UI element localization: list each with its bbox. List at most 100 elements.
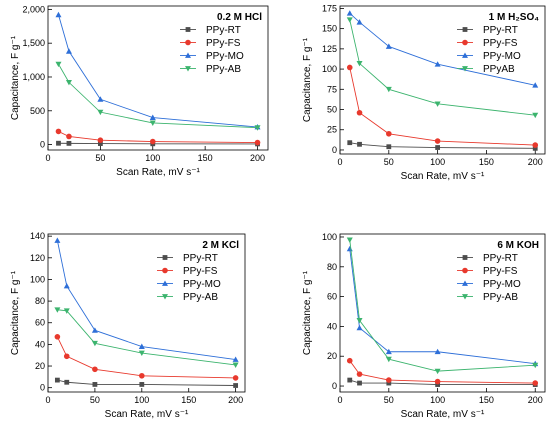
data-point-ppy-fs <box>434 138 441 144</box>
y-tick-label: 60 <box>35 318 45 328</box>
legend-label-ppy-fs: PPy-FS <box>483 38 518 49</box>
x-tick-label: 0 <box>337 395 342 405</box>
legend-marker <box>462 267 468 274</box>
y-tick-label: 0 <box>332 381 337 391</box>
data-point-ppy-rt <box>357 380 362 386</box>
data-point-ppyab <box>356 61 363 67</box>
x-tick-label: 150 <box>479 395 494 405</box>
data-point-ppy-ab <box>54 307 61 313</box>
data-point-ppy-ab <box>385 356 392 363</box>
y-tick-label: 100 <box>30 274 45 284</box>
data-point-ppyab <box>385 86 392 93</box>
data-point-ppy-rt <box>97 141 103 146</box>
data-point-ppy-rt <box>532 145 538 151</box>
y-tick-label: 40 <box>327 321 337 331</box>
data-point-ppy-fs <box>386 130 392 137</box>
y-tick-label: 175 <box>322 3 337 13</box>
data-point-ppy-fs <box>346 64 353 71</box>
data-point-ppy-fs <box>54 334 61 340</box>
y-axis-label: Capacitance, F g⁻¹ <box>10 270 21 355</box>
data-point-ppy-rt <box>386 144 392 150</box>
y-axis-label: Capacitance, F g⁻¹ <box>10 35 21 120</box>
legend-marker <box>462 280 468 286</box>
data-point-ppy-rt <box>347 377 353 383</box>
data-point-ppyab <box>346 17 353 23</box>
data-point-ppy-fs <box>386 377 392 383</box>
y-tick-label: 60 <box>327 292 337 302</box>
data-point-ppy-mo <box>346 10 353 16</box>
data-point-ppy-fs <box>149 138 156 145</box>
y-axis-label: Capacitance, F g⁻¹ <box>302 37 313 122</box>
y-tick-label: 75 <box>327 84 337 94</box>
x-tick-label: 50 <box>384 157 394 167</box>
data-point-ppy-ab <box>356 318 363 324</box>
x-axis-label: Scan Rate, mV s⁻¹ <box>401 171 485 182</box>
legend-marker <box>162 280 168 286</box>
data-point-ppy-mo <box>232 356 239 362</box>
data-point-ppy-mo <box>356 324 363 331</box>
legend-label-ppy-rt: PPy-RT <box>483 253 518 264</box>
y-tick-label: 50 <box>327 105 337 115</box>
x-tick-label: 200 <box>228 395 243 405</box>
y-tick-label: 1,000 <box>22 72 45 82</box>
legend-marker <box>462 255 468 260</box>
data-point-ppy-mo <box>91 327 98 333</box>
data-point-ppy-ab <box>97 109 104 116</box>
data-point-ppy-mo <box>434 348 441 355</box>
legend-label-ppyab: PPyAB <box>483 64 515 75</box>
series-line-ppy-rt <box>57 379 236 386</box>
x-tick-label: 50 <box>95 153 105 163</box>
legend-label-ppy-mo: PPy-MO <box>483 279 521 290</box>
data-point-ppy-rt <box>435 382 441 387</box>
x-tick-label: 200 <box>250 153 265 163</box>
data-point-ppy-mo <box>356 19 363 25</box>
legend-label-ppy-fs: PPy-FS <box>483 266 518 277</box>
data-point-ppy-fs <box>254 139 261 146</box>
y-tick-label: 80 <box>327 262 337 272</box>
data-point-ppyab <box>532 112 539 119</box>
series-line-ppy-fs <box>349 360 536 384</box>
y-tick-label: 100 <box>322 64 337 74</box>
chart-panel-1: 0 50 100 150 200 0 500 1,000 1,500 2,000 Scan Rate… <box>10 4 269 178</box>
x-tick-label: 0 <box>45 395 50 405</box>
data-point-ppy-ab <box>138 350 145 357</box>
data-point-ppy-mo <box>63 282 70 289</box>
x-tick-label: 100 <box>145 153 160 163</box>
legend-label-ppy-rt: PPy-RT <box>206 25 241 36</box>
legend-marker <box>185 52 191 58</box>
y-tick-label: 20 <box>35 361 45 371</box>
data-point-ppy-mo <box>346 245 353 252</box>
data-point-ppy-rt <box>435 145 441 150</box>
chart-panel-4: 0 50 100 150 200 0 20 40 60 80 100 Scan Rate, mV s⁻… <box>302 232 546 420</box>
data-point-ppy-ab <box>149 120 156 126</box>
legend-label-ppy-fs: PPy-FS <box>183 266 218 277</box>
y-tick-label: 25 <box>327 125 337 135</box>
legend-label-ppy-mo: PPy-MO <box>483 51 521 62</box>
y-tick-label: 80 <box>35 296 45 306</box>
data-point-ppy-rt <box>233 383 239 388</box>
legend-marker <box>462 39 468 46</box>
legend-label-ppy-ab: PPy-AB <box>206 64 241 75</box>
data-point-ppy-fs <box>63 353 70 360</box>
data-point-ppy-mo <box>65 48 72 54</box>
legend-marker <box>462 52 468 58</box>
y-tick-label: 0 <box>332 145 337 155</box>
data-point-ppy-rt <box>386 380 392 386</box>
data-point-ppy-rt <box>347 140 353 146</box>
legend-marker <box>185 66 191 72</box>
y-tick-label: 120 <box>30 253 45 263</box>
x-axis-label: Scan Rate, mV s⁻¹ <box>401 409 485 420</box>
data-point-ppy-fs <box>356 371 363 377</box>
data-point-ppy-fs <box>66 133 72 140</box>
data-point-ppy-mo <box>138 343 145 349</box>
y-tick-label: 2,000 <box>22 4 45 14</box>
data-point-ppy-ab <box>532 362 539 369</box>
plot-frame <box>47 5 269 151</box>
data-point-ppyab <box>434 101 441 107</box>
series-line-ppy-ab <box>57 309 236 366</box>
data-point-ppy-rt <box>64 379 70 385</box>
data-point-ppy-ab <box>434 368 441 375</box>
data-point-ppy-ab <box>91 340 98 347</box>
y-axis-label: Capacitance, F g⁻¹ <box>302 270 313 355</box>
